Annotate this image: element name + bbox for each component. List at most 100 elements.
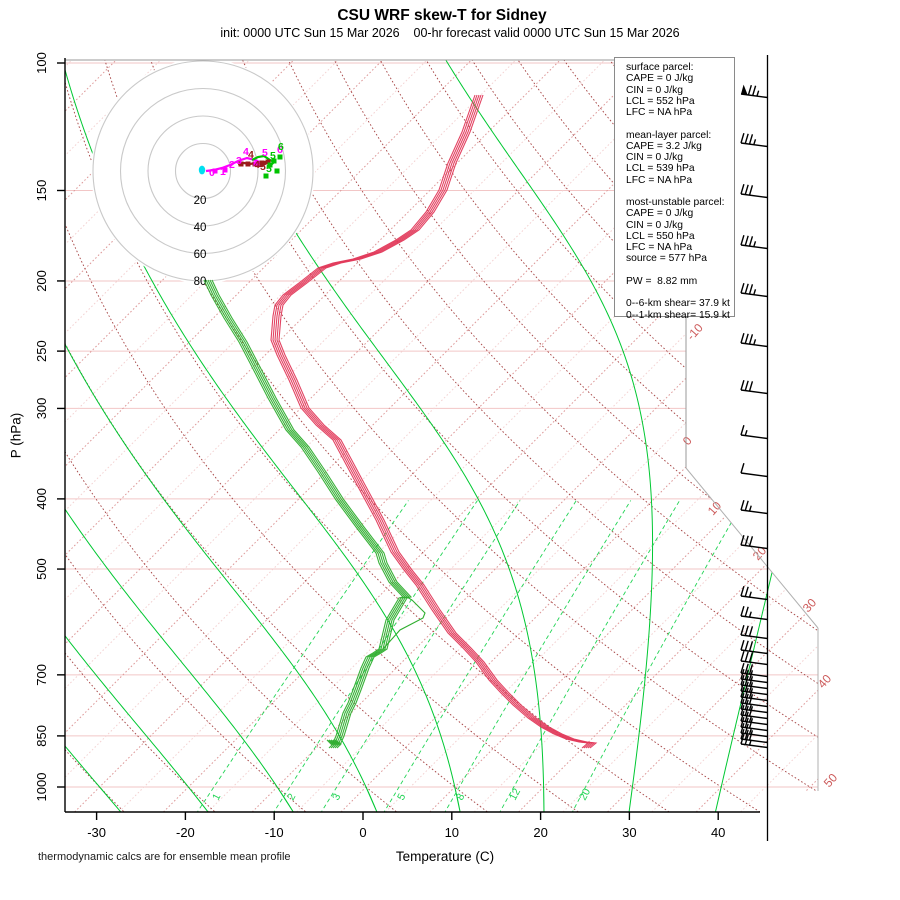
wind-barb bbox=[740, 184, 768, 199]
wind-barb bbox=[740, 693, 768, 708]
wind-barb bbox=[740, 133, 768, 148]
mixing-ratio-label: 2 bbox=[285, 791, 298, 802]
wind-barb bbox=[740, 235, 768, 250]
isotherm-label: 10 bbox=[705, 498, 725, 518]
parcel-info-box: surface parcel: CAPE = 0 J/kg CIN = 0 J/kg… bbox=[614, 57, 735, 321]
mixing-ratio-label: 12 bbox=[507, 786, 523, 802]
mixing-ratio-label: 5 bbox=[395, 791, 408, 802]
hodograph-height-digit: 0 bbox=[209, 167, 215, 179]
hodograph-height-digit: 6 bbox=[278, 141, 284, 153]
parcel-info-line: CIN = 0 J/kg bbox=[626, 152, 683, 163]
dewpoint-profile-member bbox=[382, 596, 426, 650]
wind-barb bbox=[740, 380, 768, 395]
y-tick-label: 850 bbox=[34, 725, 49, 747]
storm-motion-dot bbox=[198, 165, 206, 175]
temperature-profile bbox=[276, 94, 596, 749]
page-title: CSU WRF skew-T for Sidney bbox=[337, 7, 547, 24]
parcel-info-line: surface parcel: bbox=[626, 62, 694, 73]
hodograph-ring bbox=[174, 142, 232, 200]
isotherm-label: 30 bbox=[800, 595, 820, 615]
parcel-info-line: mean-layer parcel: bbox=[626, 129, 712, 141]
wind-barb bbox=[740, 535, 768, 550]
x-tick-label: -10 bbox=[265, 825, 284, 840]
x-tick-label: 30 bbox=[622, 825, 636, 840]
wind-barb bbox=[740, 283, 768, 298]
temperature-profile bbox=[274, 94, 594, 749]
y-tick-label: 100 bbox=[34, 52, 49, 74]
hodograph-height-digit: 2 bbox=[229, 159, 235, 171]
mixing-ratio-label: 20 bbox=[577, 786, 593, 802]
ensemble-profiles bbox=[203, 94, 598, 749]
hodograph-height-digit: 1 bbox=[220, 166, 226, 178]
mixing-ratio-label: 3 bbox=[330, 791, 343, 802]
parcel-info-line bbox=[626, 265, 734, 276]
axes: -30 -20 -10 0 10 20 30 401001502002503004005007… bbox=[34, 52, 819, 840]
hodograph-height-digit: 4 bbox=[248, 149, 254, 161]
parcel-info-line: CAPE = 3.2 J/kg bbox=[626, 140, 702, 152]
hodograph-ring-label: 60 bbox=[194, 249, 207, 261]
temperature-profile bbox=[270, 94, 590, 749]
parcel-info-line bbox=[626, 118, 734, 129]
x-tick-label: 40 bbox=[711, 825, 725, 840]
init-valid-subtitle: init: 0000 UTC Sun 15 Mar 2026 00-hr for… bbox=[220, 26, 680, 40]
mixing-ratio-label: 1 bbox=[210, 791, 223, 802]
hodograph-height-digit: 5 bbox=[270, 150, 276, 162]
hodograph-ring-label: 20 bbox=[194, 195, 207, 207]
hodograph-height-digit: 6 bbox=[277, 144, 283, 156]
x-tick-label: 10 bbox=[445, 825, 459, 840]
y-tick-label: 150 bbox=[34, 180, 49, 202]
temperature-profile bbox=[278, 94, 598, 749]
parcel-info-line: CIN = 0 J/kg bbox=[626, 219, 683, 231]
hodograph-height-digit: 5 bbox=[266, 163, 272, 175]
wind-barb bbox=[740, 687, 768, 702]
parcel-info-line: source = 577 hPa bbox=[626, 253, 708, 265]
wind-barb bbox=[740, 705, 768, 720]
parcel-info-line: 0--1-km shear= 15.9 kt bbox=[626, 309, 730, 321]
x-tick-label: -20 bbox=[176, 825, 195, 840]
y-tick-label: 400 bbox=[34, 488, 49, 510]
hodograph-height-digit: 4 bbox=[254, 159, 260, 171]
parcel-info-line bbox=[626, 186, 734, 197]
parcel-info-line: CAPE = 0 J/kg bbox=[626, 73, 694, 85]
parcel-info-line: LCL = 539 hPa bbox=[626, 163, 695, 175]
y-tick-label: 300 bbox=[34, 398, 49, 420]
parcel-info-line: CIN = 0 J/kg bbox=[626, 84, 683, 96]
wind-barb bbox=[740, 333, 768, 348]
x-tick-label: 0 bbox=[359, 825, 366, 840]
wind-barb bbox=[740, 651, 768, 666]
wind-barb bbox=[740, 640, 768, 655]
parcel-info-line bbox=[626, 287, 734, 298]
wind-barb bbox=[740, 586, 768, 601]
wind-barb bbox=[740, 723, 768, 738]
x-axis-title: Temperature (C) bbox=[395, 849, 495, 864]
dewpoint-profile bbox=[211, 279, 413, 749]
parcel-info-line: LCL = 552 hPa bbox=[626, 95, 695, 107]
wind-barb bbox=[740, 675, 768, 690]
x-tick-label: 20 bbox=[533, 825, 547, 840]
isotherm-label: -10 bbox=[684, 321, 706, 343]
wind-barb-column bbox=[740, 55, 769, 841]
hodograph-ring bbox=[119, 87, 287, 255]
parcel-info-line: PW = 8.82 mm bbox=[626, 275, 698, 287]
wind-barb bbox=[740, 681, 768, 696]
y-tick-label: 700 bbox=[34, 664, 49, 686]
hodograph-height-digit: 3 bbox=[236, 155, 242, 167]
y-tick-label: 200 bbox=[34, 270, 49, 292]
wind-barb bbox=[740, 699, 768, 714]
y-tick-label: 250 bbox=[34, 340, 49, 362]
parcel-info-line: LFC = NA hPa bbox=[626, 107, 693, 118]
y-axis-title: P (hPa) bbox=[8, 412, 24, 459]
footnote: thermodynamic calcs are for ensemble mea… bbox=[38, 851, 291, 863]
x-tick-label: -30 bbox=[87, 825, 106, 840]
parcel-info-line: LFC = NA hPa bbox=[626, 174, 693, 186]
wind-barb bbox=[740, 625, 768, 640]
wind-barb bbox=[740, 711, 768, 726]
wind-barb bbox=[740, 663, 768, 678]
parcel-info-line: LCL = 550 hPa bbox=[626, 230, 695, 242]
temperature-profile bbox=[272, 94, 592, 749]
y-tick-label: 500 bbox=[34, 558, 49, 580]
wind-barb bbox=[740, 669, 768, 684]
